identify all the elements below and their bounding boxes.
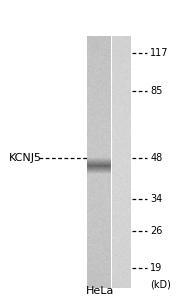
Text: 117: 117 bbox=[150, 48, 169, 58]
Text: KCNJ5: KCNJ5 bbox=[9, 153, 42, 163]
Text: HeLa: HeLa bbox=[86, 286, 114, 296]
Text: 34: 34 bbox=[150, 194, 163, 204]
Text: 19: 19 bbox=[150, 263, 163, 273]
Text: 48: 48 bbox=[150, 153, 163, 163]
Text: 26: 26 bbox=[150, 226, 163, 236]
Text: (kD): (kD) bbox=[150, 279, 171, 289]
Text: 85: 85 bbox=[150, 86, 163, 96]
